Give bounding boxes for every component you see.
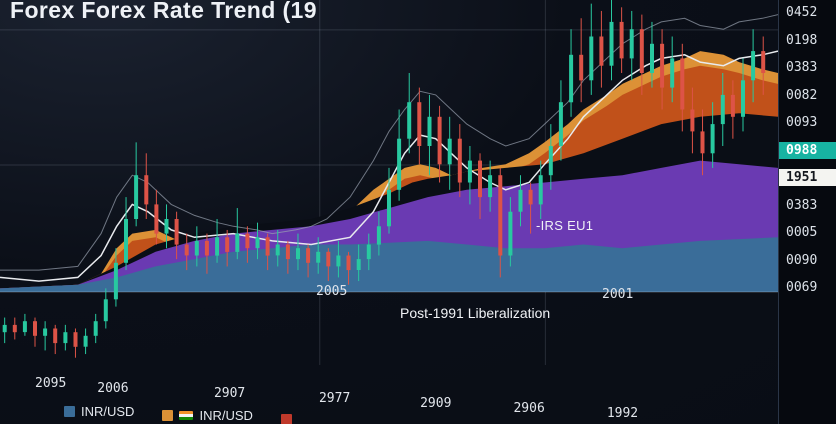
chart-area[interactable]: -IRS EU1 Post-1991 Liberalization 2005 2… (0, 0, 778, 365)
price-label: 0093 (786, 115, 818, 130)
legend-swatch (280, 414, 292, 424)
legend: INR/USD INR/USD (64, 404, 298, 424)
price-label: 0069 (786, 280, 818, 295)
time-label: 1992 (606, 406, 639, 421)
price-axis[interactable]: 0452 0198 0383 0082 0093 0988 1951 0383 0005 0090… (778, 0, 836, 424)
price-axis-labels: 0452 0198 0383 0082 0093 0988 1951 0383 0005 0090… (779, 4, 836, 296)
x-gridline-label-2005: 2005 (316, 284, 348, 299)
time-axis: 2095 2006 2907 2977 2909 2906 1992 (0, 372, 778, 421)
x-gridline-label-2001: 2001 (602, 287, 634, 302)
price-label: 0198 (786, 32, 818, 48)
time-label: 2977 (318, 391, 351, 406)
price-label: 0383 (786, 197, 818, 213)
india-flag-icon (179, 411, 194, 420)
time-label: 2095 (35, 376, 67, 391)
legend-item[interactable] (280, 414, 298, 424)
time-label: 2906 (513, 401, 545, 416)
time-label: 2907 (213, 386, 246, 401)
chart-canvas[interactable] (0, 0, 778, 365)
price-label: 0082 (786, 87, 818, 103)
time-label: 2006 (97, 381, 129, 396)
price-label: 0005 (786, 225, 818, 240)
legend-label: INR/USD (199, 408, 253, 423)
page-title: Forex Forex Rate Trend (19 (10, 0, 317, 23)
legend-item[interactable]: INR/USD (64, 404, 134, 419)
price-label: 0383 (786, 60, 818, 75)
time-label: 2909 (420, 396, 452, 411)
annotation-irs-eu1: -IRS EU1 (536, 218, 594, 233)
price-label: 0090 (786, 252, 818, 268)
legend-item[interactable]: INR/USD (162, 408, 253, 423)
legend-swatch (162, 410, 174, 421)
legend-label: INR/USD (81, 404, 135, 419)
legend-swatch (64, 406, 75, 417)
price-label: 0452 (786, 5, 818, 20)
annotation-liberalization: Post-1991 Liberalization (400, 305, 551, 321)
price-label-highlighted: 1951 (779, 169, 836, 186)
price-label-highlighted: 0988 (779, 141, 836, 159)
